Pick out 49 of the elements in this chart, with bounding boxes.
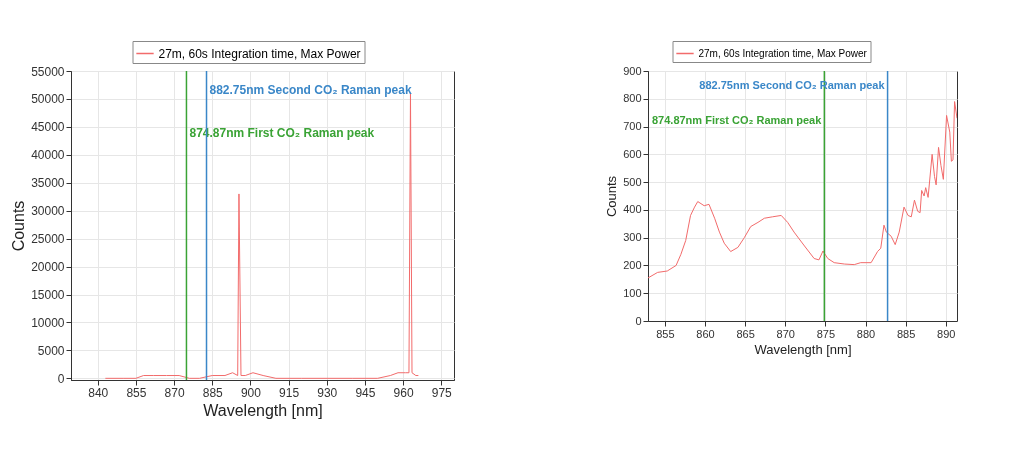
y-tick-label: 20000 (31, 260, 65, 275)
y-tick-label: 35000 (31, 176, 65, 191)
x-tick-label: 915 (279, 385, 300, 400)
y-tick-label: 15000 (31, 288, 65, 303)
y-tick-label: 5000 (37, 343, 65, 358)
ref-line-label: 882.75nm Second CO₂ Raman peak (209, 82, 412, 97)
x-tick-label: 930 (317, 385, 338, 400)
y-tick-label: 200 (623, 258, 642, 271)
y-tick-label: 900 (623, 64, 642, 77)
y-tick-label: 25000 (31, 232, 65, 247)
x-tick-label: 840 (88, 385, 109, 400)
x-tick-label: 885 (896, 327, 916, 340)
y-tick-label: 10000 (31, 315, 65, 330)
x-tick-label: 890 (937, 327, 956, 340)
x-tick-label: 960 (393, 385, 414, 400)
y-tick-label: 30000 (31, 204, 65, 219)
y-tick-label: 55000 (31, 64, 65, 79)
x-axis-title: Wavelength [nm] (754, 341, 852, 357)
y-tick-label: 45000 (31, 120, 65, 135)
y-tick-label: 800 (623, 92, 642, 105)
x-tick-label: 855 (656, 327, 675, 340)
y-tick-label: 300 (623, 231, 642, 244)
x-tick-label: 975 (431, 385, 453, 400)
y-tick-label: 600 (623, 147, 642, 160)
y-tick-label: 0 (635, 314, 642, 327)
y-tick-label: 0 (57, 371, 65, 386)
y-tick-label: 40000 (31, 148, 65, 163)
x-tick-label: 860 (696, 327, 715, 340)
x-tick-label: 880 (856, 327, 876, 340)
y-tick-label: 700 (623, 120, 642, 133)
x-tick-label: 900 (240, 385, 262, 400)
x-tick-label: 855 (126, 385, 147, 400)
y-tick-label: 500 (623, 175, 642, 188)
line-series (648, 101, 957, 279)
y-tick-label: 100 (623, 286, 642, 299)
x-axis-title: Wavelength [nm] (203, 401, 323, 419)
x-tick-label: 875 (816, 327, 836, 340)
x-tick-label: 870 (776, 327, 795, 340)
y-tick-label: 400 (623, 203, 642, 216)
y-tick-label: 50000 (31, 92, 65, 107)
y-axis-title: Counts (604, 175, 620, 218)
y-axis-title: Counts (10, 200, 28, 252)
legend-label: 27m, 60s Integration time, Max Power (158, 46, 361, 61)
ref-line-label: 874.87nm First CO₂ Raman peak (651, 114, 823, 126)
x-tick-label: 870 (164, 385, 185, 400)
x-tick-label: 885 (202, 385, 224, 400)
x-tick-label: 865 (736, 327, 755, 340)
legend-label: 27m, 60s Integration time, Max Power (698, 47, 868, 59)
x-tick-label: 945 (355, 385, 376, 400)
